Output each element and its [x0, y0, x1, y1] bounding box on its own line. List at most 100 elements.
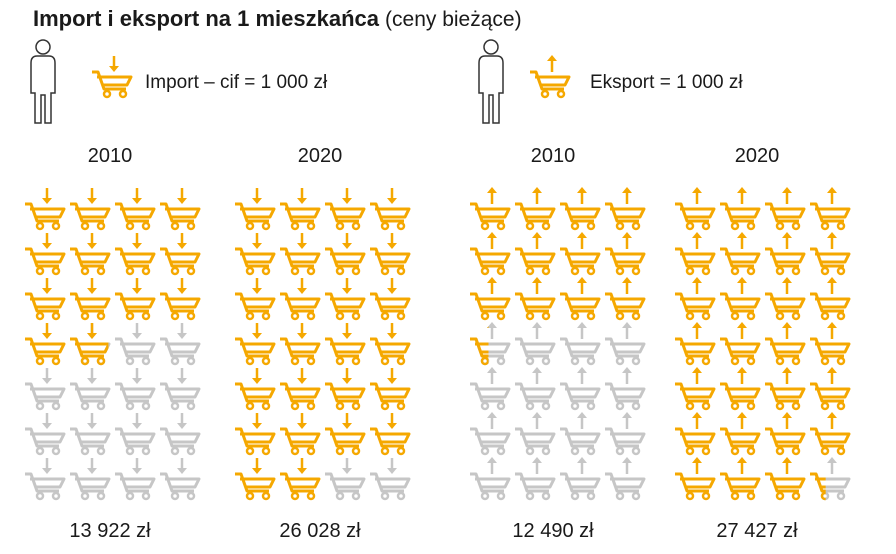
- cart-layer: [368, 231, 411, 276]
- cart-icon: [158, 411, 201, 456]
- cart-layer: [808, 320, 851, 366]
- cart-arrow: [620, 320, 634, 341]
- cart-layer: [673, 410, 716, 456]
- cart-arrow: [385, 366, 399, 386]
- cart-layer: [808, 410, 851, 456]
- cart-layer: [513, 455, 556, 501]
- cart-layer: [603, 410, 646, 456]
- cart-layer: [278, 456, 321, 501]
- cart-icon: [603, 410, 646, 456]
- cart-icon: [673, 275, 716, 321]
- cart-body: [558, 472, 601, 501]
- cart-layer: [278, 366, 321, 411]
- cart-arrow: [620, 455, 634, 476]
- cart-layer: [68, 456, 111, 501]
- cart-arrow: [340, 411, 354, 431]
- cart-body: [718, 472, 761, 501]
- cart-body: [158, 382, 201, 411]
- cart-icon: [278, 186, 321, 231]
- cart-icon: [558, 230, 601, 276]
- cart-body: [763, 337, 806, 366]
- cart-layer: [23, 276, 66, 321]
- cart-arrow: [295, 276, 309, 296]
- cart-icon: [763, 410, 806, 456]
- cart-arrow: [85, 231, 99, 251]
- cart-layer: [233, 366, 276, 411]
- cart-icon: [113, 411, 156, 456]
- cart-layer: [323, 456, 366, 501]
- pictogram-panel: [233, 186, 411, 501]
- cart-layer: [323, 411, 366, 456]
- cart-arrow: [825, 455, 839, 476]
- cart-arrow: [85, 186, 99, 206]
- cart-body: [113, 472, 156, 501]
- cart-icon: [468, 410, 511, 456]
- cart-body: [113, 247, 156, 276]
- cart-body: [158, 292, 201, 321]
- title-line: Import i eksport na 1 mieszkańca (ceny bi…: [33, 6, 522, 31]
- cart-icon: [763, 365, 806, 411]
- cart-icon: [68, 276, 111, 321]
- cart-body: [158, 247, 201, 276]
- cart-body: [808, 292, 851, 321]
- cart-arrow: [530, 230, 544, 251]
- cart-icon: [718, 410, 761, 456]
- cart-icon: [673, 410, 716, 456]
- cart-arrow: [130, 276, 144, 296]
- cart-arrow: [385, 231, 399, 251]
- cart-arrow: [175, 276, 189, 296]
- cart-body: [23, 337, 66, 366]
- cart-layer: [68, 276, 111, 321]
- cart-layer: [558, 185, 601, 231]
- cart-arrow: [250, 366, 264, 386]
- cart-body: [468, 247, 511, 276]
- cart-body: [763, 247, 806, 276]
- cart-body: [808, 427, 851, 456]
- cart-body: [808, 202, 851, 231]
- cart-layer: [808, 230, 851, 276]
- cart-icon: [673, 230, 716, 276]
- value-label: 27 427 zł: [716, 520, 798, 542]
- cart-layer: [158, 186, 201, 231]
- cart-arrow: [295, 321, 309, 341]
- cart-icon: [323, 186, 366, 231]
- cart-body: [23, 202, 66, 231]
- cart-body: [763, 292, 806, 321]
- cart-body: [603, 427, 646, 456]
- cart-layer: [158, 456, 201, 501]
- cart-arrow: [780, 365, 794, 386]
- cart-body: [673, 472, 716, 501]
- cart-icon: [323, 411, 366, 456]
- cart-arrow: [690, 320, 704, 341]
- cart-icon: [603, 365, 646, 411]
- cart-arrow: [575, 230, 589, 251]
- cart-arrow: [385, 411, 399, 431]
- cart-layer: [68, 411, 111, 456]
- cart-icon: [763, 230, 806, 276]
- cart-icon: [763, 320, 806, 366]
- cart-icon: [278, 456, 321, 501]
- cart-body: [323, 382, 366, 411]
- cart-layer: [808, 275, 851, 321]
- cart-body: [673, 202, 716, 231]
- cart-arrow: [735, 320, 749, 341]
- cart-arrow: [620, 230, 634, 251]
- cart-icon: [718, 365, 761, 411]
- cart-body: [68, 202, 111, 231]
- cart-layer: [468, 455, 511, 501]
- cart-icon: [68, 321, 111, 366]
- cart-layer: [513, 185, 556, 231]
- cart-layer: [323, 321, 366, 366]
- person-icon: [478, 39, 504, 124]
- cart-arrow: [735, 365, 749, 386]
- cart-layer: [718, 365, 761, 411]
- cart-icon: [368, 231, 411, 276]
- cart-body: [23, 382, 66, 411]
- cart-icon: [113, 186, 156, 231]
- value-label: 13 922 zł: [69, 520, 151, 542]
- cart-icon: [233, 276, 276, 321]
- cart-layer: [673, 455, 716, 501]
- cart-icon: [90, 54, 133, 99]
- cart-body: [113, 427, 156, 456]
